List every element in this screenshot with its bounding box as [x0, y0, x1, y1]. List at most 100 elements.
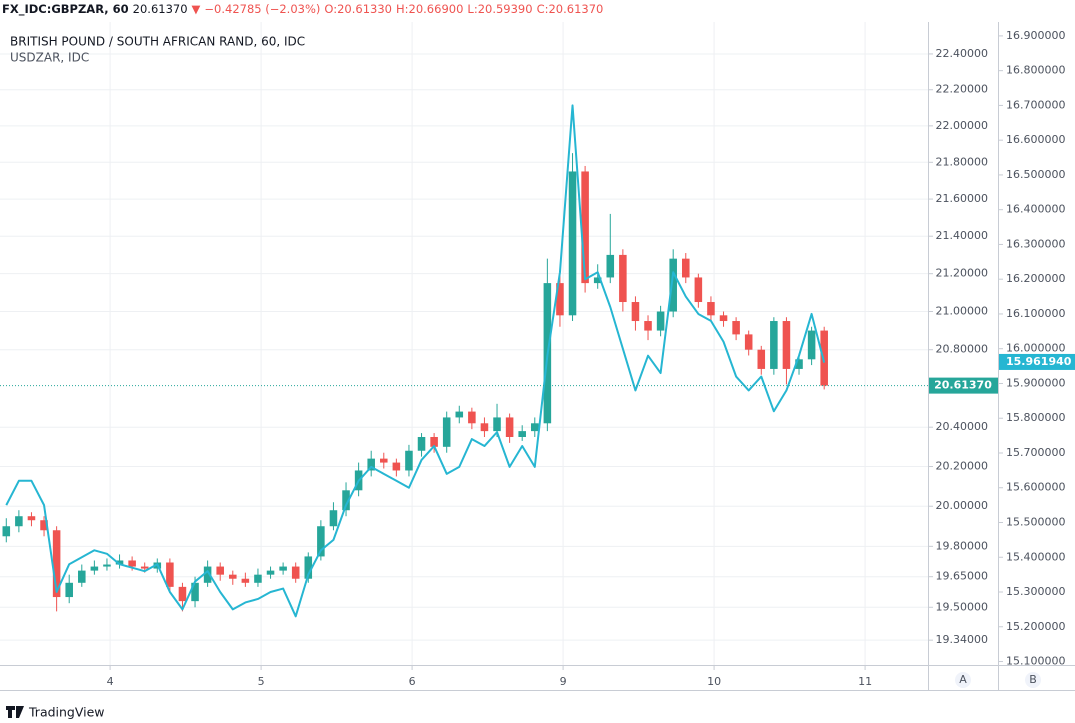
candle-body — [229, 574, 237, 579]
scale-button-bg[interactable] — [1025, 672, 1041, 688]
y-tick-label: 21.20000 — [936, 267, 989, 280]
candle-body — [505, 417, 514, 437]
brand[interactable]: TradingView — [28, 705, 105, 720]
candle-body — [279, 566, 287, 571]
y-tick-label: 19.50000 — [936, 600, 989, 613]
y2-tick-label: 16.000000 — [1006, 342, 1066, 355]
series-title: BRITISH POUND / SOUTH AFRICAN RAND, 60, … — [10, 35, 305, 49]
y2-tick-label: 15.800000 — [1006, 411, 1066, 424]
y2-tick-label: 16.800000 — [1006, 64, 1066, 77]
y2-tick-label: 15.700000 — [1006, 446, 1066, 459]
y-tick-label: 22.00000 — [936, 119, 989, 132]
candle-body — [455, 411, 464, 418]
ohlc-close: C:20.61370 — [536, 2, 604, 16]
candle-body — [103, 564, 111, 567]
candle-body — [166, 562, 174, 587]
candle-body — [405, 450, 413, 471]
last-price-tag — [999, 353, 1075, 370]
x-tick-label: 5 — [258, 675, 265, 688]
candle-body — [216, 566, 224, 575]
y-tick-label: 21.40000 — [936, 229, 989, 242]
scale-button[interactable]: B — [1029, 673, 1037, 686]
series-title: USDZAR, IDC — [10, 51, 89, 65]
candle-body — [493, 417, 501, 432]
y2-tick-label: 15.500000 — [1006, 515, 1066, 528]
brand-logo[interactable] — [6, 706, 24, 718]
candle-body — [442, 417, 451, 447]
candle-body — [367, 458, 375, 471]
candle-body — [593, 277, 602, 284]
candle-body — [795, 359, 803, 369]
y2-tick-label: 15.100000 — [1006, 655, 1066, 668]
y-tick-label: 19.65000 — [936, 570, 989, 583]
candle-body — [707, 302, 715, 316]
y2-tick-label: 15.600000 — [1006, 481, 1066, 494]
y2-tick-label: 16.900000 — [1006, 29, 1066, 42]
y-tick-label: 20.40000 — [936, 420, 989, 433]
grid — [0, 22, 928, 665]
candle-body — [203, 566, 212, 583]
y-tick-label: 22.20000 — [936, 83, 989, 96]
y2-tick-label: 15.400000 — [1006, 550, 1066, 563]
candle-body — [820, 330, 828, 386]
candle-body — [581, 171, 589, 284]
x-tick-label: 9 — [560, 675, 567, 688]
candle-body — [128, 560, 136, 567]
y2-tick-label: 15.200000 — [1006, 620, 1066, 633]
scale-button[interactable]: A — [959, 673, 967, 686]
y2-tick-label: 15.300000 — [1006, 585, 1066, 598]
candle-body — [556, 283, 564, 316]
line-series — [5, 104, 826, 618]
y2-tick-label: 16.500000 — [1006, 168, 1066, 181]
axes: 22.40000 22.20000 22.00000 21.80000 21.60000… — [107, 29, 1075, 688]
y-tick-label: 21.80000 — [936, 155, 989, 168]
candle-body — [178, 586, 187, 602]
candle-body — [40, 520, 48, 531]
candle-body — [266, 570, 275, 575]
change: −0.42785 (−2.03%) — [204, 2, 321, 16]
plot — [0, 104, 928, 618]
candle-body — [480, 423, 489, 432]
candle-body — [52, 530, 61, 598]
y-tick-label: 20.00000 — [936, 499, 989, 512]
arrow: ▼ — [191, 2, 201, 16]
candle-body — [770, 321, 778, 369]
x-tick-label: 11 — [858, 675, 872, 688]
y-tick-label: 19.80000 — [936, 539, 989, 552]
candle-body — [807, 330, 816, 360]
scale-button-bg[interactable] — [955, 672, 971, 688]
x-tick-label: 10 — [707, 675, 721, 688]
candle-body — [329, 510, 338, 527]
candle-body — [115, 560, 124, 565]
candle-body — [518, 431, 526, 437]
candle-body — [65, 582, 73, 598]
candle-body — [430, 436, 438, 447]
y-tick-label: 19.34000 — [936, 633, 989, 646]
ohlc-open: O:20.61330 — [324, 2, 392, 16]
candle-body — [531, 423, 539, 432]
y2-tick-label: 16.700000 — [1006, 98, 1066, 111]
x-tick-label: 4 — [107, 675, 114, 688]
candle-body — [694, 277, 703, 303]
candle-body — [392, 462, 401, 471]
candle-body — [631, 302, 640, 322]
candle-body — [2, 526, 11, 537]
candle-body — [656, 311, 665, 331]
y-tick-label: 21.60000 — [936, 192, 989, 205]
candle-body — [254, 574, 262, 583]
ohlc-high: H:20.66900 — [396, 2, 464, 16]
candle-body — [619, 254, 627, 303]
last-price-label: 15.961940 — [1006, 355, 1072, 368]
candle-body — [241, 578, 250, 583]
candle-body — [27, 516, 36, 521]
candle-body — [568, 171, 577, 316]
symbol[interactable]: FX_IDC:GBPZAR, 60 — [2, 2, 129, 16]
candle-body — [317, 526, 325, 557]
candle-body — [757, 349, 766, 369]
ohlc-low: L:20.59390 — [467, 2, 533, 16]
candle-body — [669, 258, 677, 312]
candle-body — [342, 490, 350, 511]
